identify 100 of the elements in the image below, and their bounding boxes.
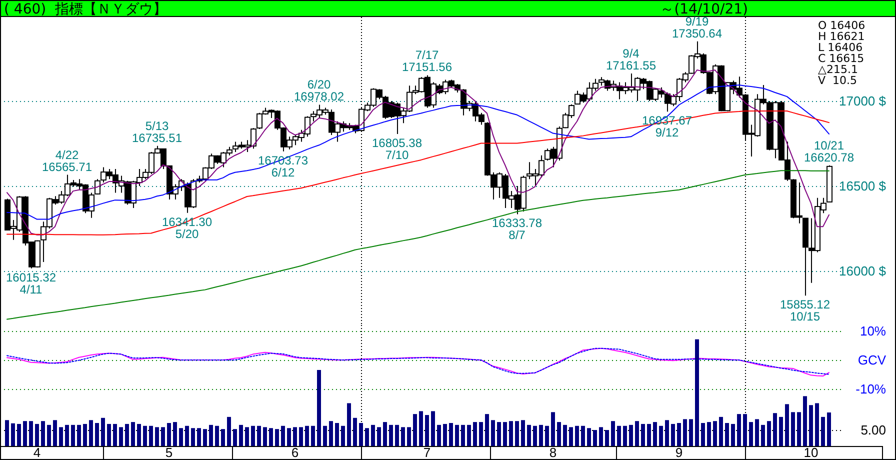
- annotation: 16805.38 7/10: [372, 136, 422, 162]
- bar: [221, 429, 225, 446]
- bar: [575, 426, 579, 446]
- bar: [41, 421, 45, 446]
- bar: [767, 421, 771, 446]
- annotation: L 16406: [818, 41, 863, 54]
- bar: [413, 414, 417, 446]
- bar: [551, 412, 555, 446]
- x-tick-label: 9: [675, 445, 683, 460]
- bar: [491, 420, 495, 446]
- x-tick-label: 6: [291, 445, 299, 460]
- bar: [755, 419, 759, 446]
- bar: [713, 421, 717, 446]
- bar: [395, 424, 399, 446]
- y-tick-label: 16000 $: [839, 263, 887, 278]
- bar: [539, 424, 543, 446]
- bar: [761, 424, 765, 446]
- bar: [275, 429, 279, 446]
- bar: [185, 426, 189, 446]
- bar: [293, 427, 297, 446]
- bar: [599, 427, 603, 446]
- bar: [437, 424, 441, 446]
- bar: [65, 424, 69, 446]
- bar: [251, 426, 255, 446]
- bar: [455, 424, 459, 446]
- annotation: 6/20 16978.02: [294, 78, 344, 104]
- bar: [461, 424, 465, 446]
- bar: [659, 426, 663, 446]
- bar: [401, 427, 405, 446]
- y-tick-label: 5.00: [860, 422, 886, 438]
- bar: [611, 421, 615, 446]
- bar: [443, 424, 447, 446]
- bar: [59, 427, 63, 446]
- bar: [383, 422, 387, 446]
- bar: [155, 427, 159, 446]
- bar: [545, 426, 549, 446]
- bar: [449, 423, 453, 446]
- bar: [497, 422, 501, 446]
- bar: [419, 411, 423, 446]
- bar: [593, 430, 597, 446]
- bar: [119, 427, 123, 446]
- bar: [521, 420, 525, 446]
- bar: [803, 396, 807, 446]
- bar: [719, 416, 723, 446]
- bar: [485, 414, 489, 446]
- bar: [107, 424, 111, 446]
- bar: [317, 370, 321, 446]
- bar: [269, 428, 273, 446]
- bar: [179, 428, 183, 446]
- bar: [137, 424, 141, 446]
- bar: [617, 426, 621, 446]
- bar: [341, 426, 345, 446]
- bar: [11, 423, 15, 446]
- bar: [5, 420, 9, 446]
- annotation: 9/4 17161.55: [606, 46, 656, 73]
- bar: [587, 428, 591, 446]
- bar: [473, 422, 477, 446]
- bar: [731, 424, 735, 446]
- bar: [815, 403, 819, 446]
- annotation: 5/13 16735.51: [132, 118, 182, 145]
- bar: [263, 427, 267, 446]
- bar: [311, 426, 315, 446]
- bar: [167, 423, 171, 446]
- bar: [425, 415, 429, 446]
- annotation: O 16406: [818, 19, 866, 32]
- y-tick-label: 16500 $: [839, 178, 887, 194]
- bar: [239, 424, 243, 446]
- bar: [629, 424, 633, 446]
- bar: [329, 421, 333, 446]
- chart-title: ( 460) 指標【ＮＹダウ】: [4, 2, 167, 18]
- bar: [407, 427, 411, 446]
- bar: [503, 422, 507, 446]
- annotation: 15855.12 10/15: [780, 298, 830, 324]
- x-tick-label: 8: [549, 445, 557, 460]
- bar: [563, 424, 567, 446]
- bar: [773, 413, 777, 446]
- annotation: H 16621: [818, 30, 865, 43]
- bar: [227, 416, 231, 446]
- bar: [677, 423, 681, 446]
- bar: [581, 426, 585, 446]
- bar: [725, 423, 729, 446]
- bar: [173, 422, 177, 446]
- bar: [335, 423, 339, 446]
- y-tick-label: 17000 $: [839, 93, 887, 108]
- bar: [701, 423, 705, 446]
- bar: [77, 424, 81, 446]
- bar: [797, 412, 801, 446]
- annotation: 16333.78 8/7: [492, 216, 542, 242]
- bar: [71, 424, 75, 446]
- bar: [113, 424, 117, 446]
- bar: [377, 427, 381, 446]
- bar: [683, 419, 687, 446]
- bar: [125, 424, 129, 446]
- bar: [365, 428, 369, 446]
- bar: [197, 428, 201, 446]
- bar: [743, 414, 747, 446]
- bar: [509, 421, 513, 446]
- y-tick-label: -10%: [856, 382, 886, 397]
- bar: [359, 423, 363, 446]
- bar: [605, 430, 609, 446]
